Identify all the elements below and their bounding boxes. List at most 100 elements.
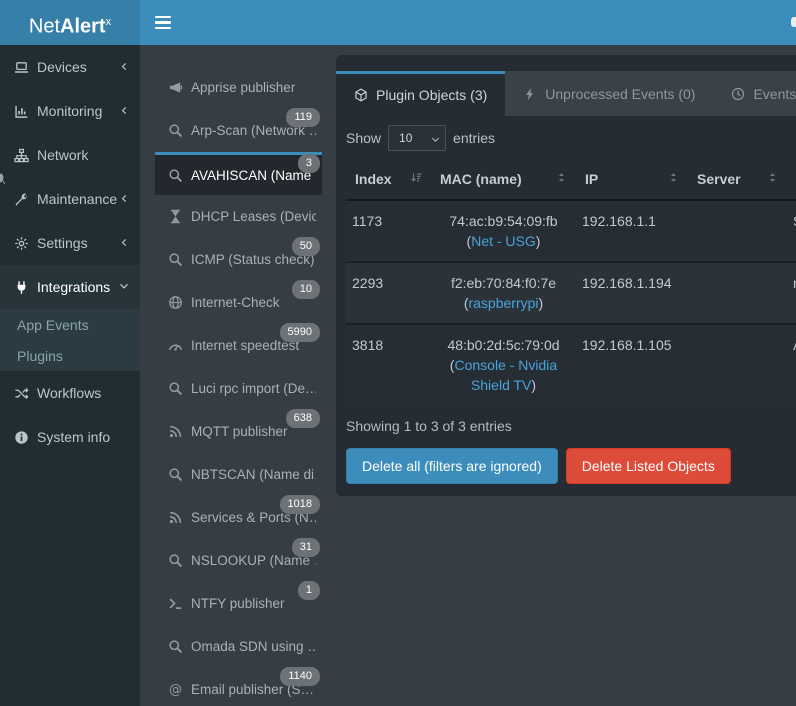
plugin-item-omada-sdn[interactable]: Omada SDN using … [155, 625, 322, 668]
at-icon [168, 682, 183, 697]
navbar-edge-icon[interactable] [791, 17, 796, 27]
tachometer-icon [168, 338, 183, 353]
tab-bar: Plugin Objects (3) Unprocessed Events (0… [336, 55, 796, 116]
plugin-item-nslookup[interactable]: NSLOOKUP (Name … 31 [155, 538, 322, 582]
cell-ip: 192.168.1.194 [582, 275, 672, 291]
search-icon [168, 252, 183, 267]
plugin-item-luci-rpc-import[interactable]: Luci rpc import (De… [155, 367, 322, 410]
sidebar-item-app-events[interactable]: App Events [0, 309, 140, 340]
logo-text-net: Net [28, 15, 61, 38]
tab-unprocessed-events[interactable]: Unprocessed Events (0) [505, 71, 714, 116]
sidebar-item-monitoring[interactable]: Monitoring [0, 89, 140, 133]
plugin-item-services-ports[interactable]: Services & Ports (N… 1018 [155, 495, 322, 539]
column-header-index[interactable]: Index [346, 159, 431, 200]
plugin-item-label: MQTT publisher [191, 424, 288, 439]
sidebar-item-system-info[interactable]: System info [0, 415, 140, 459]
chevron-left-icon [119, 59, 130, 75]
terminal-icon [168, 596, 183, 611]
plugin-objects-table: Index MAC (name) IP Server N 1173 74:ac:… [346, 159, 796, 405]
sidebar-item-devices[interactable]: Devices [0, 45, 140, 89]
chevron-left-icon [119, 191, 130, 207]
sidebar-item-network[interactable]: Network [0, 133, 140, 177]
count-badge: 10 [291, 280, 320, 299]
plugin-item-label: DHCP Leases (Devic… [191, 209, 316, 224]
plugin-item-nbtscan[interactable]: NBTSCAN (Name di… [155, 453, 322, 496]
plugin-item-label: Arp-Scan (Network … [191, 123, 316, 138]
table-row: 3818 48:b0:2d:5c:79:0d (Console - Nvidia … [346, 324, 796, 405]
plugin-item-avahiscan[interactable]: AVAHISCAN (Name … 3 [155, 152, 322, 195]
delete-all-button[interactable]: Delete all (filters are ignored) [346, 448, 558, 484]
plugin-item-mqtt-publisher[interactable]: MQTT publisher 638 [155, 409, 322, 453]
delete-listed-button[interactable]: Delete Listed Objects [565, 448, 731, 484]
main-sidebar: Devices Monitoring Network Maintenance S… [0, 45, 140, 706]
column-header-mac[interactable]: MAC (name) [431, 159, 576, 200]
plugin-item-ntfy-publisher[interactable]: NTFY publisher 1 [155, 581, 322, 625]
count-badge: 31 [291, 538, 320, 557]
action-buttons: Delete all (filters are ignored) Delete … [346, 448, 796, 484]
sidebar-item-workflows[interactable]: Workflows [0, 371, 140, 415]
cell-server [688, 200, 787, 262]
device-name-link[interactable]: Console - Nvidia Shield TV [454, 357, 558, 393]
cell-name: An [787, 324, 796, 405]
chart-icon [14, 104, 29, 119]
plugin-item-arp-scan[interactable]: Arp-Scan (Network … 119 [155, 108, 322, 152]
sidebar-item-label: Devices [37, 59, 87, 75]
shuffle-icon [14, 386, 29, 401]
column-header-name[interactable]: N [787, 159, 796, 200]
sidebar-item-plugins[interactable]: Plugins [0, 340, 140, 371]
sort-both-icon [555, 171, 568, 187]
count-badge: 638 [285, 409, 320, 428]
mac-value: 48:b0:2d:5c:79:0d [447, 337, 560, 353]
sidebar-item-integrations[interactable]: Integrations [0, 265, 140, 309]
submenu-item-label: App Events [17, 316, 89, 333]
app-logo[interactable]: NetAlertx [0, 0, 140, 45]
plugin-item-label: NTFY publisher [191, 596, 285, 611]
tab-label: Unprocessed Events (0) [545, 85, 696, 102]
sidebar-item-label: Workflows [37, 385, 102, 401]
cube-icon [354, 88, 368, 102]
device-name-link[interactable]: Net - USG [471, 233, 536, 249]
clock-icon [731, 87, 745, 101]
chevron-left-icon [119, 103, 130, 119]
table-row: 1173 74:ac:b9:54:09:fb (Net - USG) 192.16… [346, 200, 796, 262]
tab-plugin-objects[interactable]: Plugin Objects (3) [336, 71, 506, 116]
plugin-item-internet-check[interactable]: Internet-Check 10 [155, 280, 322, 324]
plugin-item-label: Luci rpc import (De… [191, 381, 316, 396]
table-summary: Showing 1 to 3 of 3 entries [346, 418, 512, 434]
sidebar-item-maintenance[interactable]: Maintenance [0, 177, 140, 221]
sidebar-item-label: Monitoring [37, 103, 103, 119]
globe-icon [168, 295, 183, 310]
cell-index: 3818 [352, 337, 384, 353]
column-header-server[interactable]: Server [688, 159, 787, 200]
plugin-item-label: AVAHISCAN (Name … [191, 167, 316, 183]
plugin-item-icmp[interactable]: ICMP (Status check) 50 [155, 237, 322, 281]
sidebar-item-settings[interactable]: Settings [0, 221, 140, 265]
count-badge: 1 [297, 581, 320, 600]
show-label: Show [346, 130, 382, 146]
count-badge: 5990 [279, 323, 320, 342]
plugins-menu: Apprise publisher Arp-Scan (Network … 11… [140, 45, 336, 706]
plugin-item-apprise-publisher[interactable]: Apprise publisher [155, 66, 322, 109]
device-name-link[interactable]: raspberrypi [468, 295, 539, 311]
sidebar-item-label: Settings [37, 235, 88, 251]
search-icon [168, 381, 183, 396]
count-badge: 119 [286, 108, 320, 127]
plugin-item-internet-speedtest[interactable]: Internet speedtest 5990 [155, 323, 322, 367]
info-icon [14, 430, 29, 445]
cell-mac: f2:eb:70:84:f0:7e (raspberrypi) [450, 275, 557, 311]
count-badge: 1140 [280, 667, 320, 686]
tab-events-history[interactable]: Events History (6) [713, 71, 796, 116]
plugin-item-email-publisher[interactable]: Email publisher (S… 1140 [155, 667, 322, 706]
sitemap-icon [14, 148, 29, 163]
plugin-item-dhcp-leases[interactable]: DHCP Leases (Devic… [155, 195, 322, 238]
sidebar-toggle-button[interactable] [148, 0, 178, 45]
column-header-ip[interactable]: IP [576, 159, 688, 200]
plugin-item-label: Apprise publisher [191, 80, 296, 95]
top-navbar: NetAlertx [0, 0, 796, 45]
entries-label: entries [453, 130, 496, 146]
search-icon [168, 467, 183, 482]
page-size-select[interactable]: 10 [388, 125, 447, 151]
wrench-icon [14, 192, 29, 207]
cell-mac: 48:b0:2d:5c:79:0d (Console - Nvidia Shiel… [447, 337, 560, 393]
plugin-item-label: ICMP (Status check) [191, 252, 315, 267]
